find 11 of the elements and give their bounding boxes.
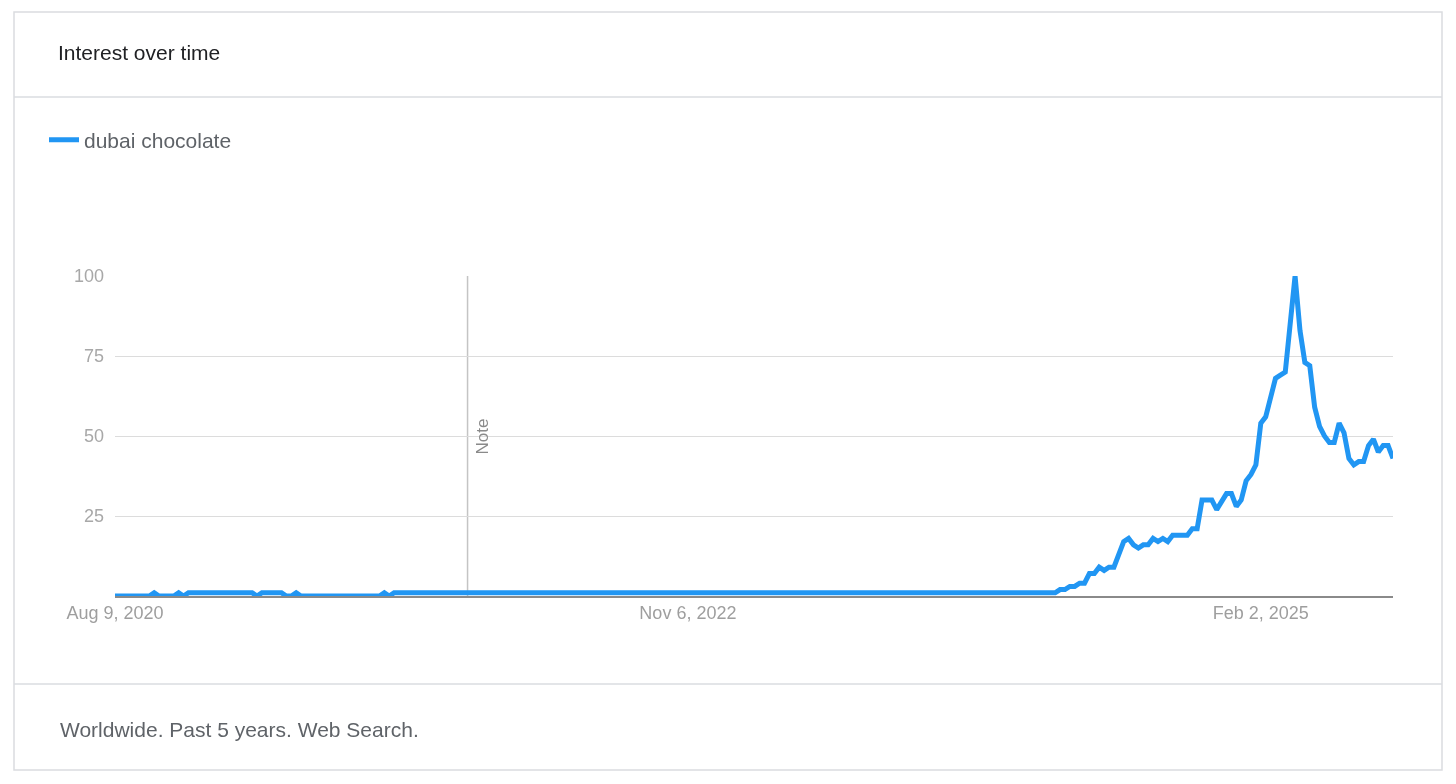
y-tick-label: 50 (83, 426, 104, 447)
x-tick-label: Aug 9, 2020 (66, 603, 164, 624)
y-tick-label: 25 (83, 506, 104, 527)
legend-label: dubai chocolate (84, 128, 232, 152)
x-tick-label: Feb 2, 2025 (1212, 603, 1309, 624)
text: Worldwide. Past 5 years. Web Search. (60, 718, 419, 741)
x-tick-label: Nov 6, 2022 (639, 603, 737, 624)
y-tick-label: 100 (73, 266, 104, 287)
chart-title: Interest over time (58, 41, 221, 65)
y-tick-label: 75 (83, 346, 104, 367)
ref-line-label: Note (472, 418, 492, 455)
